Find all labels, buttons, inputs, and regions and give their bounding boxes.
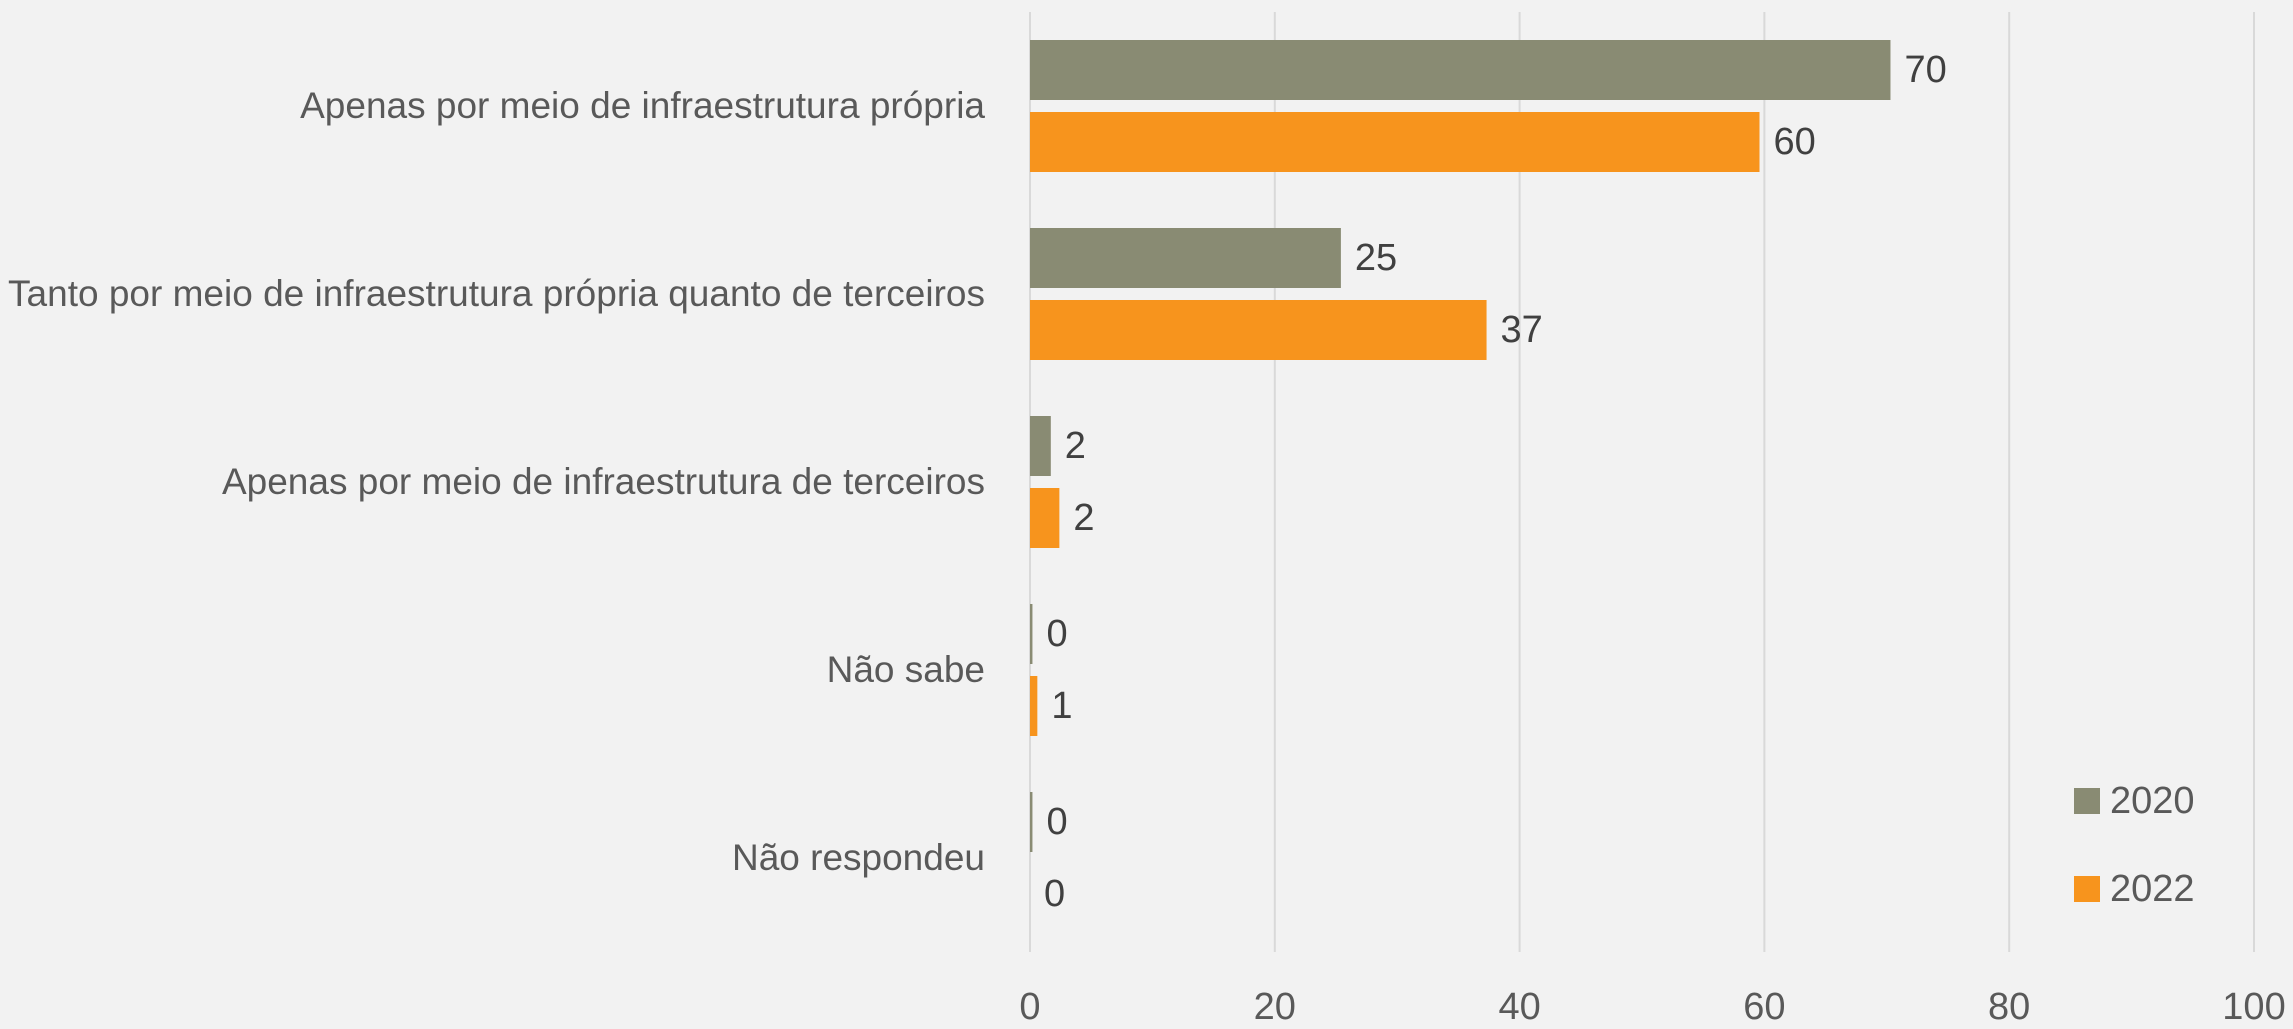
category-label: Apenas por meio de infraestrutura própri… <box>300 85 985 126</box>
data-label: 2 <box>1073 497 1094 539</box>
legend-label: 2020 <box>2110 780 2195 822</box>
x-tick-label: 80 <box>1988 986 2030 1028</box>
data-label: 37 <box>1501 309 1543 351</box>
category-label: Não respondeu <box>731 837 985 878</box>
data-label: 0 <box>1046 613 1067 655</box>
data-label: 0 <box>1044 873 1065 915</box>
category-label: Apenas por meio de infraestrutura de ter… <box>221 461 985 502</box>
data-label: 2 <box>1065 425 1086 467</box>
legend-swatch <box>2074 788 2100 814</box>
legend-label: 2022 <box>2110 868 2195 910</box>
bar <box>1030 792 1033 852</box>
x-tick-label: 40 <box>1498 986 1540 1028</box>
x-tick-label: 100 <box>2222 986 2285 1028</box>
data-label: 0 <box>1046 801 1067 843</box>
bar <box>1030 40 1891 100</box>
bar <box>1030 112 1760 172</box>
category-label: Tanto por meio de infraestrutura própria… <box>8 273 985 314</box>
bar <box>1030 416 1051 476</box>
bar <box>1030 488 1060 548</box>
category-label: Não sabe <box>826 649 985 690</box>
x-tick-label: 60 <box>1743 986 1785 1028</box>
bar <box>1030 300 1487 360</box>
data-label: 1 <box>1051 685 1072 727</box>
bar <box>1030 228 1341 288</box>
x-tick-label: 0 <box>1019 986 1040 1028</box>
x-tick-label: 20 <box>1254 986 1296 1028</box>
data-label: 60 <box>1774 121 1816 163</box>
legend-swatch <box>2074 876 2100 902</box>
data-label: 70 <box>1904 49 1946 91</box>
data-label: 25 <box>1355 237 1397 279</box>
bar <box>1030 604 1033 664</box>
bar <box>1030 676 1038 736</box>
